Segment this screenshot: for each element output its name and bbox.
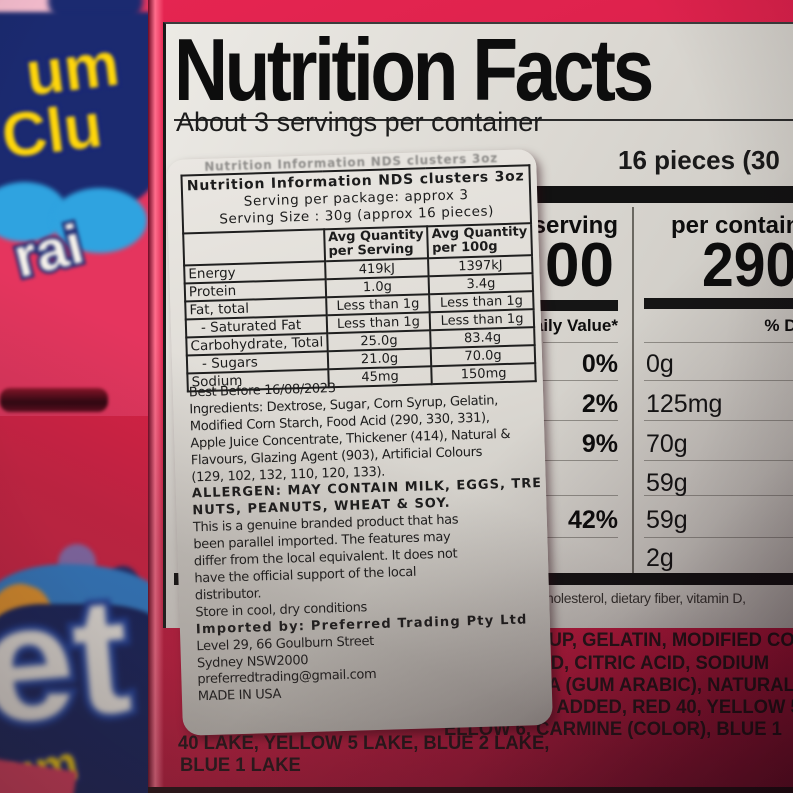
sticker-text-block: Best Before 16/08/2023 Ingredients: Dext… bbox=[189, 375, 546, 706]
container-amount: 59g bbox=[646, 469, 688, 497]
table-header-cell: Nutrition Information NDS clusters 3oz S… bbox=[181, 165, 531, 234]
serving-size-fragment: 16 pieces (30 bbox=[618, 145, 780, 175]
background-word-clu: Clu bbox=[0, 88, 109, 175]
import-info-sticker: Nutrition Information NDS clusters 3oz N… bbox=[166, 149, 553, 736]
row-separator bbox=[543, 380, 618, 381]
footnote-fragment: at, cholesterol, dietary fiber, vitamin … bbox=[521, 590, 746, 606]
row-separator bbox=[543, 537, 618, 538]
container-dv: 25% bbox=[644, 430, 793, 459]
black-bar-serving bbox=[534, 300, 618, 311]
daily-value-header-container: % Daily Value bbox=[764, 316, 793, 335]
row-separator bbox=[543, 420, 618, 421]
container-dv: 6% bbox=[644, 390, 793, 419]
background-box-top: um Clu rai bbox=[0, 0, 150, 416]
container-amount: 2g bbox=[646, 544, 674, 572]
row-separator bbox=[543, 460, 618, 461]
servings-per-container: About 3 servings per container bbox=[176, 107, 543, 137]
box-ingredients-line: LOR ADDED, RED 40, YELLOW 5, RE bbox=[513, 697, 793, 718]
background-box-seam bbox=[0, 388, 108, 412]
row-separator bbox=[644, 380, 793, 381]
row-separator bbox=[644, 342, 793, 343]
column-divider bbox=[632, 207, 634, 585]
box-ingredients-line: BLUE 1 LAKE bbox=[180, 755, 301, 776]
background-boxes: um Clu rai et um bbox=[0, 0, 150, 793]
row-separator bbox=[543, 495, 618, 496]
header-line: per Serving bbox=[328, 241, 414, 260]
row-separator bbox=[644, 460, 793, 461]
background-box-bottom: et um bbox=[0, 416, 150, 793]
calories-per-container: 290 bbox=[702, 231, 793, 300]
row-separator bbox=[543, 342, 618, 343]
container-dv: 0% bbox=[644, 350, 793, 379]
row-separator bbox=[644, 537, 793, 538]
box-bottom-edge bbox=[148, 787, 793, 793]
background-word-et: et bbox=[0, 556, 142, 764]
container-dv: 118% bbox=[644, 506, 793, 535]
black-bar-container bbox=[644, 298, 793, 309]
box-ingredients-line: ACIA (GUM ARABIC), NATURAL AND bbox=[516, 675, 793, 696]
row-separator bbox=[644, 420, 793, 421]
box-edge-highlight bbox=[148, 0, 164, 793]
nutrition-facts-title: Nutrition Facts bbox=[174, 22, 654, 119]
header-line: per 100g bbox=[431, 239, 498, 257]
box-ingredients-line: ACID, CITRIC ACID, SODIUM bbox=[519, 653, 770, 674]
avg-quantity-serving-header: Avg Quantity per Serving bbox=[323, 226, 429, 262]
empty-header-cell bbox=[183, 229, 325, 266]
nutrition-information-table: Nutrition Information NDS clusters 3oz S… bbox=[180, 164, 537, 393]
avg-quantity-100g-header: Avg Quantity per 100g bbox=[427, 223, 532, 259]
box-ingredients-line: 40 LAKE, YELLOW 5 LAKE, BLUE 2 LAKE, bbox=[178, 733, 550, 754]
box-ingredients-line: YRUP, GELATIN, MODIFIED CORN bbox=[523, 630, 793, 651]
